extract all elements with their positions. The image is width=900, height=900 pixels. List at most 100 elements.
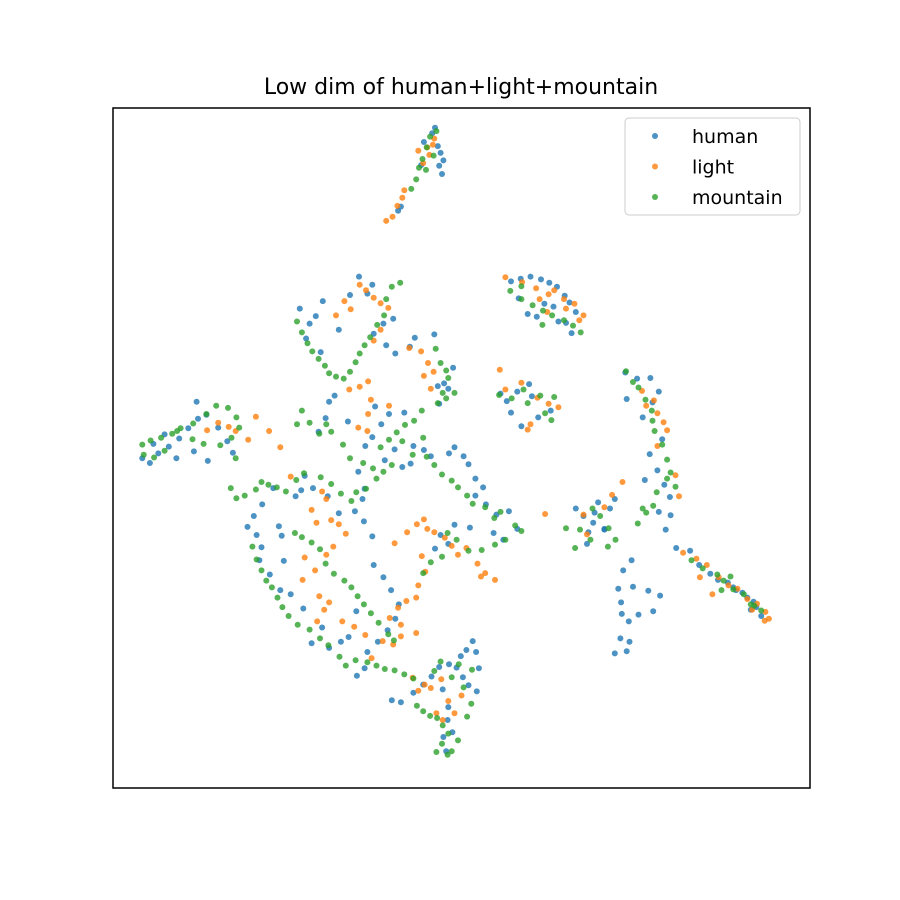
- point-mountain-20: [298, 329, 305, 336]
- point-mountain-176: [279, 604, 286, 611]
- point-human-214: [410, 689, 417, 696]
- point-mountain-52: [551, 394, 558, 400]
- point-mountain-210: [445, 730, 452, 737]
- point-mountain-69: [634, 520, 641, 527]
- point-mountain-107: [161, 447, 168, 454]
- point-human-75: [667, 512, 674, 519]
- point-human-232: [440, 734, 447, 740]
- point-mountain-97: [203, 411, 210, 417]
- point-mountain-88: [577, 526, 583, 533]
- point-mountain-153: [455, 484, 461, 491]
- point-light-102: [420, 516, 427, 523]
- point-human-80: [615, 585, 622, 592]
- point-human-15: [546, 279, 553, 286]
- point-light-81: [619, 479, 626, 485]
- point-human-191: [280, 557, 287, 564]
- point-mountain-124: [348, 498, 355, 504]
- point-mountain-16: [577, 329, 584, 336]
- point-human-186: [275, 523, 282, 530]
- point-mountain-182: [336, 653, 343, 660]
- point-mountain-66: [653, 489, 660, 496]
- point-mountain-134: [420, 434, 427, 441]
- point-light-103: [424, 525, 431, 532]
- point-mountain-168: [427, 559, 434, 566]
- point-human-92: [673, 545, 680, 551]
- point-mountain-10: [518, 296, 525, 303]
- point-mountain-37: [397, 279, 404, 286]
- point-mountain-202: [375, 619, 382, 626]
- point-light-16: [571, 300, 578, 307]
- point-mountain-191: [291, 530, 298, 536]
- point-mountain-170: [249, 543, 256, 550]
- point-light-143: [433, 710, 440, 717]
- point-mountain-212: [433, 749, 440, 755]
- point-light-68: [725, 582, 732, 589]
- point-light-24: [363, 287, 369, 294]
- point-human-116: [584, 540, 590, 547]
- point-light-104: [431, 529, 438, 536]
- point-mountain-54: [623, 368, 629, 375]
- point-mountain-62: [664, 456, 671, 463]
- point-mountain-152: [448, 477, 455, 484]
- point-human-115: [595, 499, 602, 506]
- point-light-82: [580, 511, 587, 518]
- point-mountain-164: [465, 547, 472, 554]
- point-mountain-160: [518, 528, 525, 534]
- point-mountain-43: [434, 400, 441, 407]
- point-human-180: [298, 487, 305, 494]
- point-light-79: [601, 504, 608, 511]
- point-mountain-31: [361, 342, 368, 349]
- point-human-70: [641, 477, 648, 483]
- point-human-217: [436, 664, 443, 670]
- point-human-229: [445, 704, 452, 711]
- point-light-27: [385, 304, 392, 311]
- point-human-190: [278, 532, 285, 539]
- point-mountain-197: [341, 577, 348, 584]
- point-light-29: [341, 298, 348, 305]
- point-human-91: [617, 635, 624, 642]
- point-mountain-50: [537, 392, 544, 399]
- point-human-1: [440, 157, 447, 164]
- point-mountain-109: [140, 451, 147, 458]
- point-human-42: [317, 349, 324, 356]
- point-light-96: [319, 488, 326, 495]
- point-mountain-101: [236, 424, 243, 431]
- point-mountain-12: [540, 307, 546, 314]
- point-light-115: [415, 582, 422, 589]
- point-human-169: [432, 545, 438, 552]
- point-mountain-58: [648, 407, 655, 414]
- point-light-53: [527, 421, 534, 428]
- point-human-48: [441, 380, 448, 387]
- point-light-130: [368, 655, 375, 662]
- point-mountain-129: [386, 436, 392, 443]
- point-human-187: [253, 532, 260, 538]
- point-mountain-68: [643, 509, 650, 516]
- point-human-156: [472, 475, 479, 482]
- point-mountain-72: [699, 565, 706, 572]
- point-mountain-35: [383, 296, 390, 303]
- point-mountain-33: [374, 321, 381, 328]
- point-human-66: [639, 414, 646, 421]
- point-mountain-203: [385, 631, 392, 638]
- point-light-88: [245, 436, 252, 443]
- point-human-83: [625, 618, 632, 625]
- point-mountain-59: [649, 417, 656, 424]
- point-light-76: [709, 591, 716, 598]
- point-light-123: [321, 606, 328, 613]
- point-light-120: [397, 621, 404, 628]
- point-light-5: [415, 147, 422, 154]
- point-mountain-6: [423, 166, 429, 173]
- point-mountain-188: [391, 667, 398, 674]
- point-mountain-141: [347, 455, 353, 462]
- point-human-183: [259, 501, 266, 508]
- point-human-140: [369, 434, 376, 441]
- legend-label-human: human: [692, 126, 758, 148]
- point-light-51: [545, 400, 552, 407]
- point-light-126: [362, 632, 369, 638]
- point-light-145: [438, 676, 445, 683]
- point-mountain-0: [427, 133, 434, 140]
- point-human-120: [165, 443, 172, 450]
- point-human-176: [335, 510, 342, 517]
- point-mountain-115: [258, 479, 265, 485]
